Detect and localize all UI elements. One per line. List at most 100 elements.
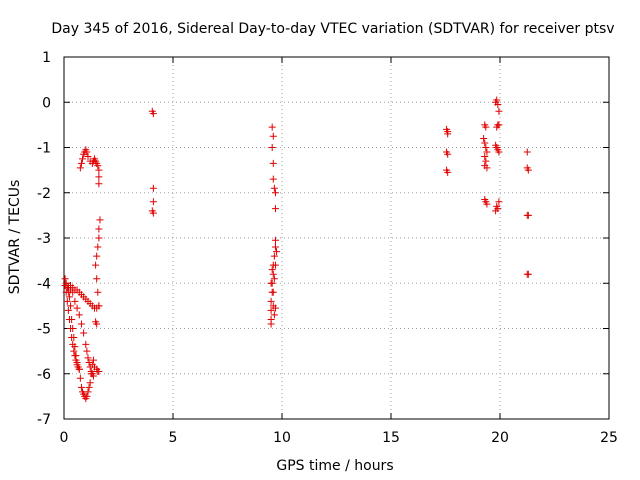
data-point bbox=[71, 352, 79, 360]
data-point bbox=[270, 252, 278, 260]
chart-title: Day 345 of 2016, Sidereal Day-to-day VTE… bbox=[51, 21, 614, 37]
data-point bbox=[64, 306, 72, 314]
data-point bbox=[149, 198, 157, 206]
x-tick-labels: 0 5 10 15 20 25 bbox=[60, 430, 618, 446]
data-point bbox=[523, 148, 531, 156]
data-point bbox=[270, 184, 278, 192]
y-tick-label: -4 bbox=[37, 276, 51, 292]
x-axis-label: GPS time / hours bbox=[276, 458, 393, 474]
data-point bbox=[444, 130, 452, 138]
data-point bbox=[94, 288, 102, 296]
data-point bbox=[149, 184, 157, 192]
data-point bbox=[268, 144, 276, 151]
y-tick-label: -2 bbox=[37, 186, 51, 202]
x-tick-label: 10 bbox=[273, 430, 291, 446]
data-point bbox=[70, 347, 78, 355]
data-point bbox=[95, 367, 103, 375]
data-point bbox=[76, 374, 84, 382]
data-point bbox=[481, 153, 489, 161]
data-point bbox=[72, 356, 80, 364]
x-tick-label: 25 bbox=[600, 430, 618, 446]
y-tick-label: -5 bbox=[37, 322, 51, 338]
data-point bbox=[524, 166, 532, 174]
data-point bbox=[71, 297, 79, 305]
data-point bbox=[480, 134, 488, 142]
data-point bbox=[444, 150, 452, 158]
data-point bbox=[75, 311, 83, 319]
data-point bbox=[271, 205, 279, 213]
data-point bbox=[83, 347, 91, 355]
data-point bbox=[95, 302, 103, 310]
y-tick-label: -6 bbox=[37, 367, 51, 383]
data-point bbox=[83, 392, 91, 400]
data-point bbox=[270, 275, 278, 283]
data-point bbox=[84, 153, 92, 161]
data-point bbox=[481, 139, 489, 147]
data-point bbox=[93, 275, 101, 283]
data-point bbox=[495, 107, 503, 115]
data-point bbox=[494, 101, 502, 109]
data-point bbox=[87, 370, 95, 378]
data-point bbox=[273, 248, 281, 256]
data-point bbox=[61, 275, 69, 283]
data-point bbox=[67, 325, 75, 332]
data-point bbox=[493, 96, 501, 104]
data-point bbox=[77, 320, 85, 328]
data-point bbox=[524, 270, 532, 278]
data-point bbox=[524, 211, 532, 219]
y-tick-label: 1 bbox=[42, 50, 51, 66]
data-point bbox=[267, 297, 275, 305]
data-point bbox=[269, 288, 277, 296]
data-point bbox=[269, 132, 277, 140]
data-point bbox=[63, 297, 71, 305]
data-point bbox=[80, 329, 88, 337]
x-tick-label: 5 bbox=[169, 430, 178, 446]
data-point bbox=[79, 155, 87, 163]
data-point bbox=[271, 189, 279, 197]
y-tick-label: -3 bbox=[37, 231, 51, 247]
x-tick-label: 15 bbox=[382, 430, 400, 446]
data-point bbox=[495, 121, 503, 129]
y-axis-label: SDTVAR / TECUs bbox=[7, 180, 23, 295]
data-point bbox=[77, 383, 85, 391]
data-point bbox=[271, 243, 279, 251]
data-point bbox=[492, 207, 500, 215]
data-point bbox=[482, 144, 490, 151]
data-point bbox=[270, 311, 278, 319]
data-point bbox=[482, 123, 490, 131]
data-point bbox=[93, 252, 101, 260]
grid-lines bbox=[64, 57, 609, 419]
data-point bbox=[482, 157, 490, 165]
y-tick-label: 0 bbox=[42, 95, 51, 111]
data-point bbox=[444, 168, 452, 176]
data-point bbox=[149, 110, 157, 118]
data-point bbox=[269, 175, 277, 183]
data-point bbox=[92, 318, 100, 326]
data-point bbox=[73, 304, 81, 312]
data-point bbox=[62, 288, 70, 296]
data-point bbox=[271, 236, 279, 244]
x-tick-label: 20 bbox=[491, 430, 509, 446]
data-point bbox=[271, 304, 279, 312]
data-point bbox=[483, 200, 491, 208]
y-tick-label: -1 bbox=[37, 141, 51, 157]
data-point bbox=[94, 243, 102, 251]
data-point bbox=[82, 340, 90, 348]
data-point bbox=[69, 340, 77, 348]
data-point bbox=[269, 270, 277, 278]
data-point bbox=[267, 315, 275, 323]
data-point bbox=[267, 306, 275, 314]
data-point bbox=[95, 166, 103, 174]
data-point bbox=[495, 148, 503, 156]
data-point bbox=[495, 198, 503, 206]
data-point bbox=[92, 261, 100, 269]
data-point bbox=[95, 180, 103, 188]
data-point bbox=[89, 356, 97, 364]
data-point bbox=[271, 261, 279, 269]
data-point bbox=[483, 148, 491, 156]
data-point bbox=[65, 315, 73, 323]
data-point bbox=[269, 159, 277, 167]
data-point bbox=[85, 383, 93, 391]
data-point bbox=[94, 162, 102, 170]
